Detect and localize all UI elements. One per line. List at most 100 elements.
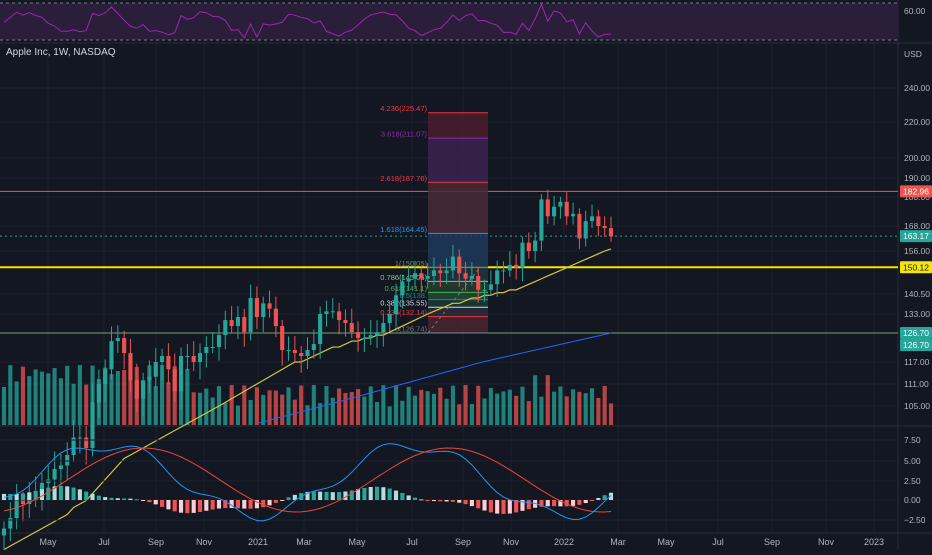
candle-body (558, 201, 563, 207)
volume-bar (583, 393, 588, 425)
volume-bar (204, 388, 209, 425)
price-tick-label: 240.00 (904, 83, 930, 93)
volume-bar (65, 365, 70, 425)
candle-body (160, 356, 165, 362)
candle-body (463, 273, 468, 279)
volume-bar (514, 395, 519, 425)
candle-body (337, 311, 342, 321)
candle-body (552, 206, 557, 217)
price-tick-label: 140.50 (904, 289, 930, 299)
candle-body (482, 289, 487, 291)
macd-histogram-bar (27, 492, 32, 500)
volume-bar (526, 401, 531, 425)
fib-zone (428, 182, 488, 234)
macd-histogram-bar (103, 497, 108, 500)
volume-bar (160, 365, 165, 425)
candle-body (254, 298, 259, 318)
price-badge (900, 339, 932, 351)
volume-bar (362, 396, 367, 425)
macd-histogram-bar (469, 500, 474, 507)
candle-body (330, 311, 335, 313)
price-badge (900, 185, 932, 198)
volume-bar (444, 398, 449, 425)
volume-bar (261, 394, 266, 425)
price-tick-label: 168.00 (904, 221, 930, 231)
volume-bar (166, 382, 171, 425)
macd-histogram-bar (84, 491, 89, 500)
candle-body (362, 338, 367, 340)
candle-body (368, 335, 373, 339)
volume-bar (267, 390, 272, 425)
time-tick-label: Jul (98, 537, 110, 547)
macd-histogram-bar (419, 499, 424, 501)
symbol-title: Apple Inc, 1W, NASDAQ (6, 47, 116, 58)
fib-level-label: 0.618(141.1) (384, 284, 427, 293)
volume-bar (337, 388, 342, 425)
macd-histogram-bar (602, 495, 607, 500)
volume-bar (191, 392, 196, 425)
volume-bar (330, 397, 335, 425)
volume-bar (608, 403, 614, 425)
rsi-band (0, 3, 898, 40)
candle-body (596, 216, 601, 226)
macd-histogram-bar (71, 487, 76, 500)
macd-histogram-bar (115, 498, 120, 500)
candle-body (374, 332, 380, 336)
time-tick-label: Nov (818, 537, 835, 547)
candle-body (299, 353, 304, 357)
candle-body (495, 270, 500, 285)
candle-body (223, 320, 228, 336)
rsi-tick-label: 60.00 (904, 6, 926, 16)
candle-body (602, 226, 607, 229)
candle-body (419, 273, 424, 279)
volume-bar (52, 368, 57, 425)
volume-bar (558, 386, 563, 425)
candle-body (412, 273, 418, 279)
macd-histogram-bar (463, 500, 468, 505)
candle-body (191, 356, 196, 362)
volume-bar (596, 398, 601, 425)
volume-bar (235, 405, 241, 425)
candle-body (1, 528, 7, 536)
macd-histogram-bar (77, 489, 82, 500)
macd-histogram-bar (526, 500, 531, 510)
macd-histogram-bar (539, 500, 544, 507)
macd-histogram-bar (400, 492, 405, 500)
candle-body (571, 213, 576, 217)
volume-bar (589, 388, 595, 425)
macd-histogram-bar (495, 500, 500, 514)
candle-body (318, 314, 323, 345)
macd-histogram-bar (58, 485, 63, 500)
volume-bar (545, 375, 550, 425)
macd-histogram-bar (311, 491, 316, 500)
volume-bar (507, 389, 512, 425)
macd-histogram-bar (8, 494, 13, 500)
fib-level-label: 1(150.05) (395, 259, 428, 268)
symbol-name: Apple Inc (6, 47, 48, 58)
candle-body (393, 295, 399, 314)
volume-bar (368, 386, 373, 425)
candle-body (425, 275, 430, 279)
candle-body (134, 380, 139, 399)
volume-bar (412, 395, 418, 425)
candle-body (273, 308, 278, 327)
time-tick-label: 2023 (864, 537, 884, 547)
time-tick-label: Nov (503, 537, 520, 547)
volume-bar (393, 385, 399, 425)
fib-zone (428, 307, 488, 317)
rsi-line (3, 3, 612, 39)
candle-body (608, 228, 614, 237)
volume-bar (349, 392, 354, 425)
macd-tick-label: 0.00 (904, 495, 921, 505)
fib-level-label: 0(126.74) (395, 324, 428, 333)
volume-bar (539, 396, 544, 425)
candle-body (438, 270, 443, 274)
macd-histogram-bar (393, 490, 399, 500)
macd-histogram-bar (324, 491, 329, 500)
macd-histogram-bar (267, 500, 272, 506)
candle-body (20, 500, 26, 504)
macd-histogram-bar (507, 500, 512, 514)
volume-bar (463, 385, 468, 425)
macd-histogram-bar (128, 498, 133, 500)
